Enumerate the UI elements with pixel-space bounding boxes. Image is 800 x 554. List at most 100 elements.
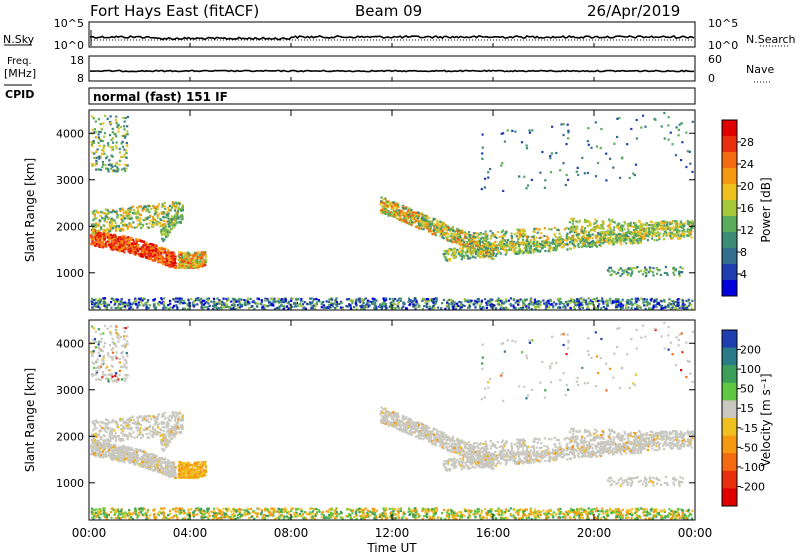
power-cell xyxy=(551,125,554,128)
power-cell xyxy=(481,248,484,251)
power-cell xyxy=(617,271,620,274)
power-cell xyxy=(103,144,106,147)
power-cell xyxy=(108,134,112,137)
power-cell xyxy=(649,270,653,273)
power-cell xyxy=(569,237,572,240)
power-cell xyxy=(232,298,236,301)
power-cell xyxy=(142,246,145,249)
power-cell xyxy=(153,302,156,305)
power-cell xyxy=(548,246,551,249)
power-cell xyxy=(534,307,537,310)
power-cell xyxy=(441,231,444,234)
power-cell xyxy=(428,223,431,226)
power-cell xyxy=(174,266,177,269)
power-cell xyxy=(277,297,280,300)
power-cell xyxy=(348,303,351,306)
power-cell xyxy=(484,177,487,180)
power-cell xyxy=(439,234,442,237)
power-cell xyxy=(112,210,115,213)
power-cell xyxy=(615,300,618,303)
power-cell xyxy=(681,230,684,233)
power-cell xyxy=(382,198,385,201)
power-cell xyxy=(661,221,664,224)
power-cell xyxy=(621,234,624,237)
power-cell xyxy=(138,252,141,256)
power-cell xyxy=(556,306,559,309)
power-cell xyxy=(191,264,194,267)
power-cell xyxy=(572,225,575,228)
power-cell xyxy=(186,304,189,307)
power-cell xyxy=(331,302,334,305)
power-cell xyxy=(559,235,562,238)
power-cell xyxy=(162,227,165,230)
power-cell xyxy=(637,299,640,302)
power-cell xyxy=(471,252,474,255)
power-cell xyxy=(631,237,634,240)
power-cell xyxy=(109,228,112,231)
power-cell xyxy=(126,236,129,239)
power-cell xyxy=(384,304,387,307)
power-cell xyxy=(138,238,141,241)
power-cell xyxy=(559,301,562,304)
power-cell xyxy=(144,219,147,222)
power-cell xyxy=(212,297,216,300)
power-cell xyxy=(98,302,101,305)
power-cell xyxy=(432,300,435,303)
power-cell xyxy=(434,234,437,237)
power-cell xyxy=(526,237,529,240)
power-cell xyxy=(623,228,626,231)
power-cell xyxy=(563,305,566,308)
power-cell xyxy=(470,239,473,242)
power-cell xyxy=(92,156,96,159)
power-cell xyxy=(216,297,219,300)
power-cell xyxy=(688,221,692,224)
power-cell xyxy=(612,301,615,304)
power-cell xyxy=(346,305,349,308)
power-cell xyxy=(158,249,161,252)
power-cell xyxy=(90,236,93,239)
power-cell xyxy=(384,203,387,206)
power-cell xyxy=(163,222,166,226)
power-cell xyxy=(668,232,671,235)
power-cell xyxy=(318,300,321,303)
power-cell xyxy=(382,210,385,213)
power-cell xyxy=(94,244,97,247)
power-cell xyxy=(593,298,596,301)
power-cell xyxy=(468,236,471,239)
power-cell xyxy=(113,300,116,303)
power-cell xyxy=(238,306,242,309)
power-cell xyxy=(457,250,460,253)
power-cell xyxy=(176,300,179,303)
power-cell xyxy=(517,252,521,255)
power-cell xyxy=(522,306,525,309)
power-cell xyxy=(361,306,364,309)
power-cell xyxy=(153,306,156,309)
power-cell xyxy=(421,307,424,311)
power-cell xyxy=(167,217,170,220)
power-cell xyxy=(213,306,216,309)
power-cell xyxy=(632,232,635,235)
power-cell xyxy=(433,225,436,229)
power-cell xyxy=(640,234,643,237)
power-cell xyxy=(505,241,508,244)
power-cell xyxy=(500,164,503,167)
power-cell xyxy=(300,305,303,308)
power-cell xyxy=(126,302,129,306)
power-cell xyxy=(243,299,246,302)
power-cell xyxy=(311,305,314,308)
power-cell xyxy=(432,217,435,220)
power-cell xyxy=(398,306,401,309)
power-cell xyxy=(99,155,102,158)
power-cell xyxy=(681,231,684,234)
power-cell xyxy=(366,302,369,305)
power-cell xyxy=(104,230,107,233)
power-cell xyxy=(477,300,480,303)
power-cell xyxy=(394,303,397,306)
power-cell xyxy=(107,216,110,219)
power-cell xyxy=(159,254,162,257)
power-cell xyxy=(632,240,636,243)
power-cell xyxy=(428,229,431,232)
power-cell xyxy=(648,227,651,230)
power-cell xyxy=(538,306,541,309)
power-cell xyxy=(286,301,289,304)
